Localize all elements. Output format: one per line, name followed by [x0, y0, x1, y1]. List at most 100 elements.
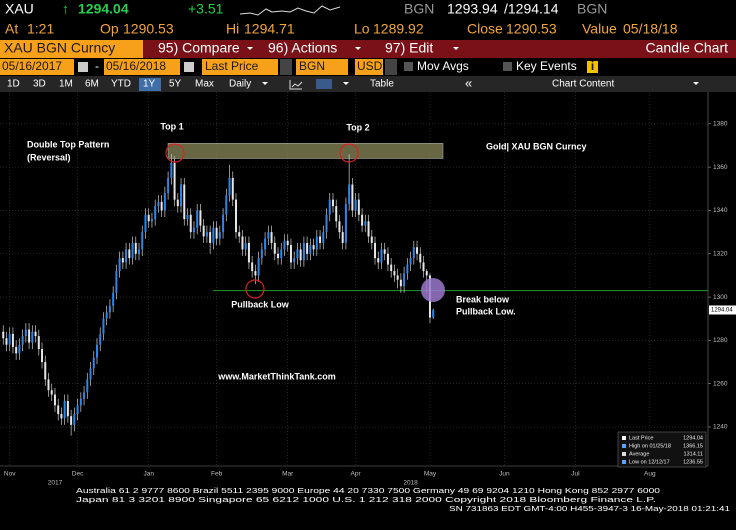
- mov-avgs[interactable]: Mov Avgs: [417, 59, 469, 73]
- candle-body: [76, 405, 79, 415]
- candle-body: [377, 258, 380, 263]
- footer-line: Japan 81 3 3201 8900 Singapore 65 6212 1…: [76, 495, 656, 504]
- candle-body: [196, 210, 199, 228]
- calendar-icon[interactable]: [78, 62, 88, 72]
- annotation: Pullback Low: [231, 299, 290, 309]
- candle-body: [131, 242, 134, 259]
- candle-body: [134, 242, 137, 254]
- line-icon[interactable]: [289, 80, 303, 90]
- checkbox[interactable]: [503, 62, 512, 71]
- date-field[interactable]: [0, 59, 74, 75]
- candle-body: [50, 390, 53, 395]
- candle-body: [186, 214, 189, 220]
- collapse-button[interactable]: «: [465, 75, 472, 90]
- period[interactable]: Daily: [229, 79, 251, 90]
- candle-body: [293, 258, 296, 263]
- candle-body: [383, 249, 386, 254]
- candle-body: [5, 338, 8, 345]
- candle-body: [21, 336, 24, 345]
- candle-icon[interactable]: [316, 79, 332, 89]
- candle-body: [53, 394, 56, 406]
- candle-body: [141, 232, 144, 250]
- source: BGN: [299, 59, 325, 73]
- label: Value: [582, 21, 617, 37]
- candle-body: [154, 206, 157, 220]
- x-tick-label: Apr: [351, 471, 362, 478]
- table-button[interactable]: Table: [370, 79, 394, 90]
- range-button[interactable]: 1M: [59, 79, 73, 90]
- candle-body: [319, 236, 322, 243]
- y-tick-label: 1260: [713, 380, 728, 387]
- candle-body: [399, 279, 402, 287]
- candle-body: [280, 249, 283, 259]
- key-events[interactable]: Key Events: [516, 59, 577, 73]
- candle-body: [302, 242, 305, 261]
- candle-body: [283, 240, 286, 250]
- candle-body: [192, 227, 195, 233]
- dropdown[interactable]: [280, 59, 292, 75]
- candle-body: [160, 201, 163, 211]
- checkbox[interactable]: [404, 62, 413, 71]
- y-tick-label: 1320: [713, 250, 728, 257]
- candle-body: [95, 344, 98, 358]
- currency-field[interactable]: [355, 59, 383, 75]
- label: Lo: [354, 21, 370, 37]
- range-button[interactable]: YTD: [111, 79, 131, 90]
- value: 1294.71: [244, 21, 295, 37]
- label: At: [5, 21, 18, 37]
- menu-item[interactable]: 96) Actions: [268, 40, 337, 56]
- candle-body: [228, 177, 231, 196]
- range-button[interactable]: 3D: [33, 79, 46, 90]
- candle-body: [8, 333, 11, 345]
- view-name: Candle Chart: [646, 40, 729, 56]
- range-button[interactable]: 6M: [85, 79, 99, 90]
- menu-item[interactable]: 97) Edit: [385, 40, 433, 56]
- candle-body: [138, 249, 141, 254]
- menu-bar: [0, 40, 736, 58]
- candle-body: [44, 362, 47, 380]
- candle-body: [157, 201, 160, 207]
- range-button[interactable]: 1Y: [143, 79, 156, 90]
- candle-body: [147, 214, 150, 222]
- top-circle: [165, 143, 185, 163]
- candle-body: [128, 249, 131, 259]
- date-field[interactable]: [104, 59, 180, 75]
- quote-bar: [0, 0, 736, 20]
- stats-label: High on 01/25/18: [629, 443, 671, 449]
- chart-content[interactable]: Chart Content: [552, 79, 614, 90]
- candle-body: [247, 242, 250, 263]
- candle-body: [115, 271, 118, 293]
- candle-body: [18, 344, 21, 354]
- calendar-icon[interactable]: [184, 62, 194, 72]
- y-tick-label: 1380: [713, 121, 728, 128]
- candle-body: [66, 401, 69, 417]
- annotation: Gold| XAU BGN Curncy: [486, 141, 587, 151]
- candle-body: [260, 249, 263, 259]
- ask: /1294.14: [504, 1, 559, 17]
- bid: 1293.94: [447, 1, 498, 17]
- candle-body: [41, 349, 44, 363]
- stats-value: 1366.15: [683, 443, 703, 449]
- security-field[interactable]: [0, 40, 143, 58]
- x-tick-label: Aug: [644, 471, 656, 478]
- candle-body: [60, 414, 63, 419]
- info-icon[interactable]: [587, 61, 598, 73]
- x-tick-label: Mar: [282, 471, 294, 478]
- range-button[interactable]: 1D: [7, 79, 20, 90]
- field-select[interactable]: [202, 59, 278, 75]
- dropdown[interactable]: [385, 59, 397, 75]
- candle-body: [357, 199, 360, 215]
- candle-body: [234, 199, 238, 233]
- stats-swatch: [622, 444, 626, 448]
- range-button[interactable]: Max: [195, 79, 214, 90]
- pullback-circle: [245, 279, 265, 299]
- candle-body: [34, 331, 37, 337]
- candle-body: [273, 242, 276, 254]
- candle-body: [150, 219, 153, 222]
- break-circle: [421, 278, 445, 302]
- bid-source: BGN: [404, 1, 434, 17]
- menu-item[interactable]: 95) Compare: [158, 40, 240, 56]
- range-button[interactable]: 5Y: [169, 79, 182, 90]
- annotation: Pullback Low.: [456, 306, 516, 316]
- source-field[interactable]: [296, 59, 348, 75]
